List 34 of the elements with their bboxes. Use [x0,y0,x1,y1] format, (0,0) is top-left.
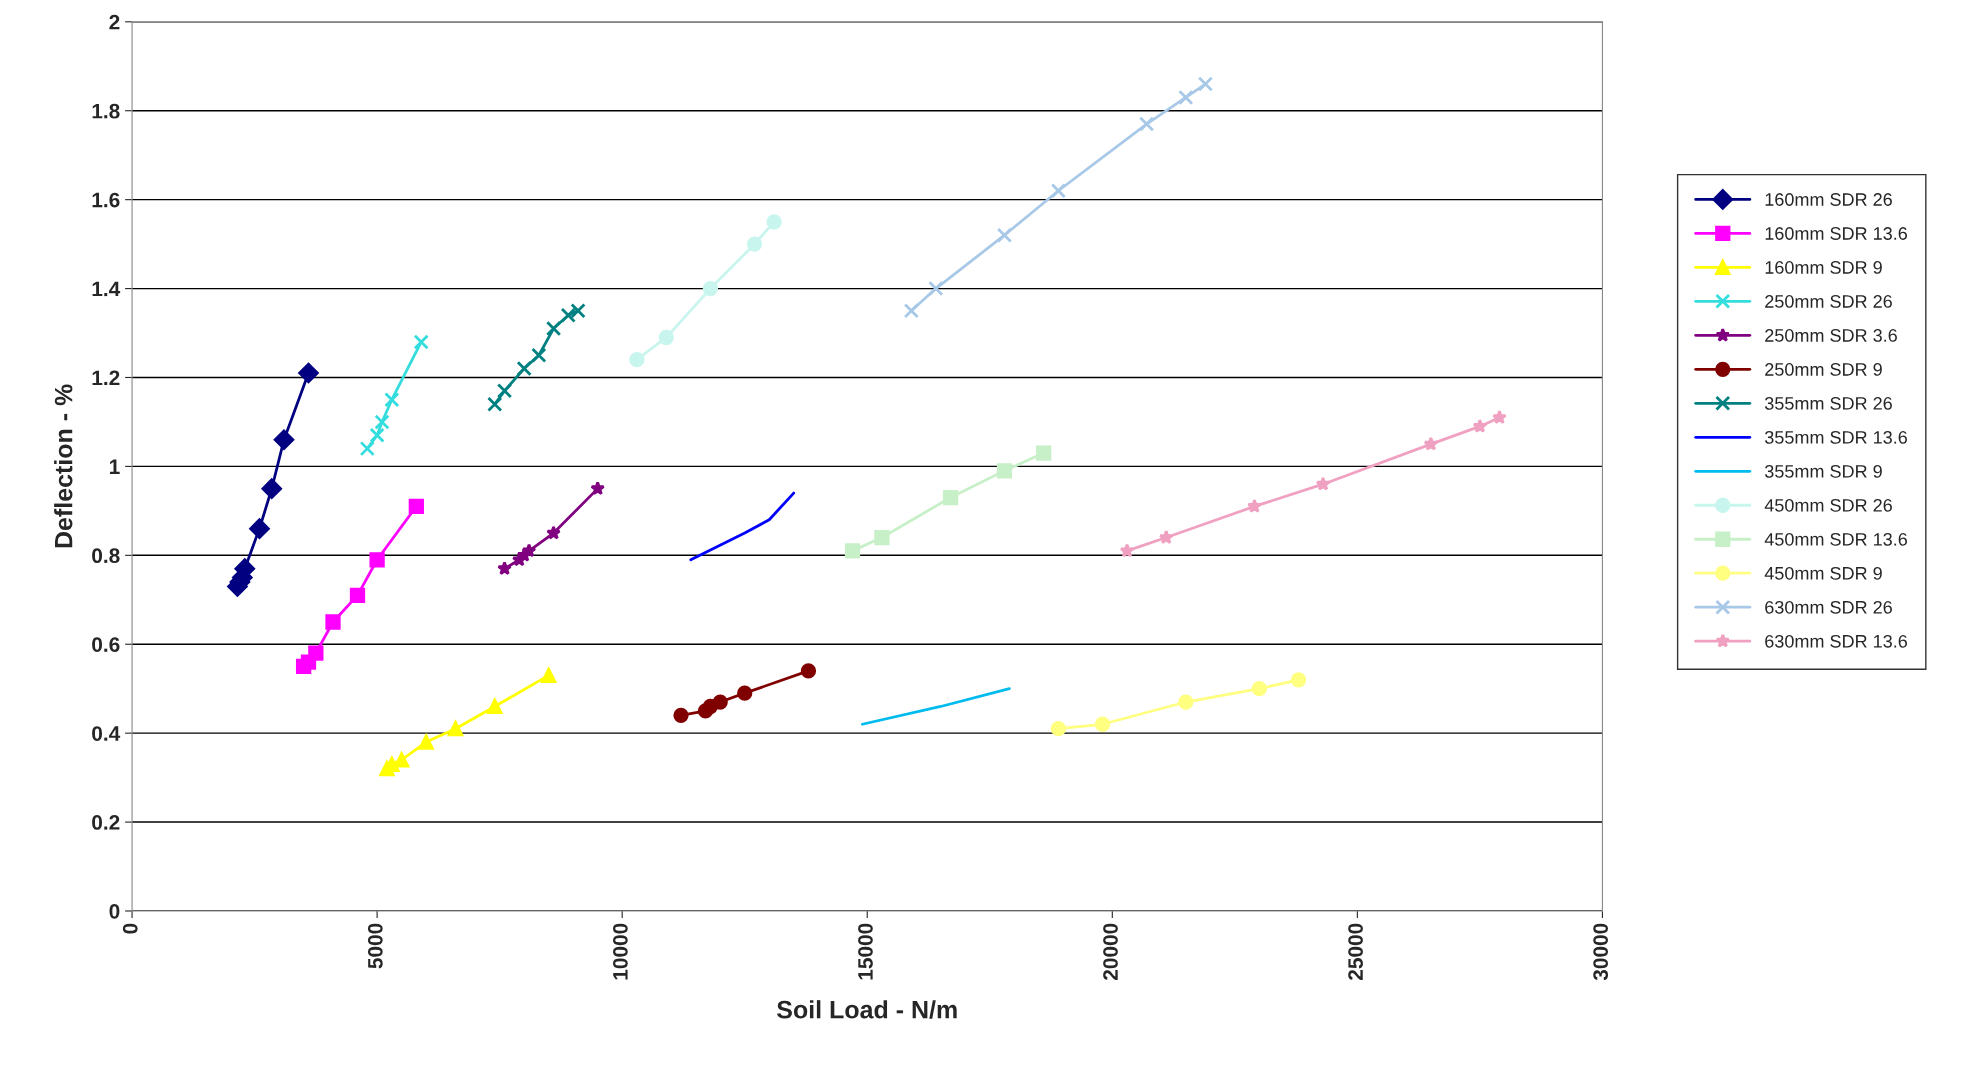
x-tick-label: 25000 [1348,923,1363,980]
y-tick-label: 0.4 [92,726,121,741]
y-tick-label: 1 [109,459,120,474]
y-tick-label: 1.6 [92,192,120,208]
x-axis-title: Soil Load - N/m [776,1000,957,1019]
legend-label: 630mm SDR 13.6 [1765,634,1907,648]
legend-label: 355mm SDR 26 [1764,397,1892,410]
y-tick-label: 0.2 [92,815,120,830]
legend-label: 355mm SDR 13.6 [1764,431,1907,444]
legend-label: 160mm SDR 13.6 [1765,227,1907,240]
y-tick-label: 1.8 [92,103,120,119]
y-tick-label: 0 [109,903,120,919]
x-tick-label: 15000 [858,923,873,980]
y-tick-label: 0.6 [92,637,120,652]
y-tick-label: 2 [109,14,120,30]
legend-label: 355mm SDR 9 [1764,464,1882,478]
x-tick-label: 10000 [613,923,628,980]
x-tick-label: 0 [122,923,138,934]
x-tick-label: 30000 [1593,923,1609,981]
legend-label: 630mm SDR 26 [1765,600,1892,614]
legend-label: 250mm SDR 26 [1765,295,1892,308]
legend-label: 450mm SDR 9 [1764,566,1882,580]
x-tick-label: 5000 [367,923,383,969]
legend-label: 160mm SDR 26 [1765,193,1892,206]
legend-label: 250mm SDR 3.6 [1765,329,1897,342]
legend-label: 250mm SDR 9 [1765,363,1882,376]
legend-label: 160mm SDR 9 [1765,261,1882,274]
y-tick-label: 0.8 [92,548,120,564]
y-axis-title: Deflection - % [54,384,73,548]
legend-label: 450mm SDR 13.6 [1764,532,1907,546]
y-tick-label: 1.4 [92,281,121,297]
legend-label: 450mm SDR 26 [1764,498,1892,512]
x-tick-label: 20000 [1103,923,1118,980]
y-tick-label: 1.2 [92,370,120,386]
